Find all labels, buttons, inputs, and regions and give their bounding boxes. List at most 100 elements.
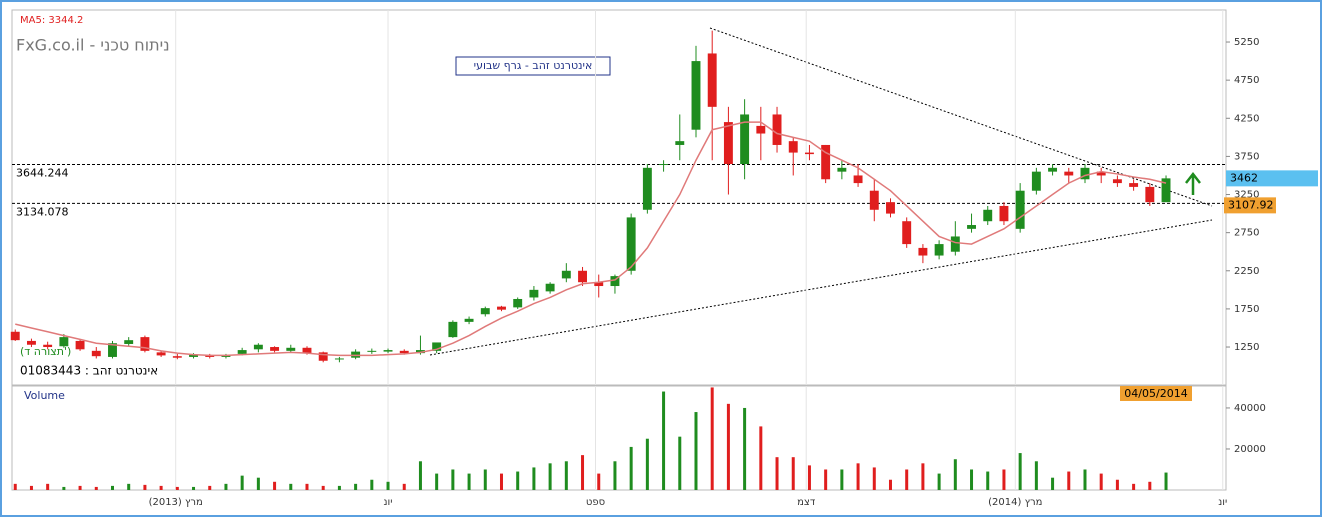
y-tick-label: 5250 [1234,37,1259,48]
candle-body [172,356,182,358]
volume-bar [1067,471,1071,490]
trendline-lower [429,219,1213,356]
volume-bar [370,479,374,490]
candle-body [659,164,669,166]
volume-bar [905,469,909,490]
volume-bar [581,455,585,490]
level-label: 3134.078 [16,205,69,218]
volume-bar [273,481,277,490]
volume-bar [678,436,682,490]
volume-bar [791,457,795,490]
candle-body [513,298,523,308]
candle-body [237,350,247,354]
candle-body [723,122,733,165]
volume-bar [662,391,666,490]
candle-body [918,247,928,256]
volume-bar [127,483,131,490]
volume-bar [208,485,212,490]
volume-bar [110,485,114,490]
volume-bar [986,471,990,490]
volume-bar [62,486,66,490]
volume-bar [807,465,811,490]
candle-body [1015,190,1025,229]
candle-body [432,342,442,351]
y-tick-label: 4750 [1234,75,1259,86]
volume-bar [13,483,17,490]
volume-bar [564,461,568,490]
pattern-label: (תצורה ד') [20,345,71,358]
volume-bar [499,473,503,490]
candle-body [351,351,361,358]
volume-bar [953,459,957,490]
volume-bar [46,483,50,490]
x-tick-label: מרץ (2013) [149,497,203,508]
candle-body [529,289,539,298]
volume-bar [435,473,439,490]
volume-bar [710,387,714,490]
volume-bar [645,438,649,490]
volume-bar [1099,473,1103,490]
x-tick-label: ספט [586,497,605,508]
marker-price-label: 3107.92 [1228,198,1274,211]
volume-bar [1164,472,1168,490]
date-label: 04/05/2014 [1124,387,1187,400]
volume-bar [337,485,341,490]
y-tick-label: 4250 [1234,113,1259,124]
volume-bar [224,483,228,490]
candle-body [497,306,506,310]
last-price-box [1226,170,1318,187]
volume-bar [743,407,747,490]
candle-body [934,244,944,256]
candle-body [189,354,198,357]
candle-body [334,358,344,360]
volume-bar [467,473,471,490]
x-tick-label: יונ [1218,497,1227,508]
candle-body [1096,171,1106,176]
candle-body [1080,167,1090,180]
trendline-upper [709,27,1213,207]
volume-bar [1051,477,1055,490]
candle-body [804,152,814,155]
candle-body [1161,178,1171,203]
candle-body [43,344,53,348]
volume-bar [1083,469,1087,490]
volume-bar [970,469,974,490]
volume-bar [418,461,422,490]
volume-bar [613,461,617,490]
y-tick-label: 1250 [1234,342,1259,353]
y-tick-label: 1750 [1234,304,1259,315]
symbol-label: 01083443 : אינטרנט זהב [20,364,158,378]
volume-bar [888,479,892,490]
volume-bar [694,412,698,490]
candle-body [383,350,393,352]
candle-body [480,308,490,315]
volume-bar [289,483,293,490]
candle-body [367,350,377,352]
candle-body [886,202,895,214]
candle-body [610,276,620,287]
candle-body [448,321,458,338]
candle-body [1031,171,1041,191]
indicator-label: MA5: 3344.2 [20,15,83,26]
candle-body [59,337,69,347]
candle-body [853,175,863,184]
candle-body [999,205,1009,222]
volume-title: Volume [24,389,65,402]
candle-body [561,270,571,279]
candle-body [1048,167,1058,172]
x-tick-label: דצמ [797,497,816,508]
x-tick-label: יונ [384,497,393,508]
volume-bar [305,483,309,490]
candle-body [983,209,993,222]
candle-body [108,343,117,357]
candle-body [302,347,312,354]
candle-body [270,347,280,351]
candle-body [967,225,976,229]
up-arrow [1185,171,1201,195]
volume-bar [159,485,163,490]
volume-bar [1002,469,1006,490]
candle-body [399,350,409,354]
candle-body [594,282,604,287]
